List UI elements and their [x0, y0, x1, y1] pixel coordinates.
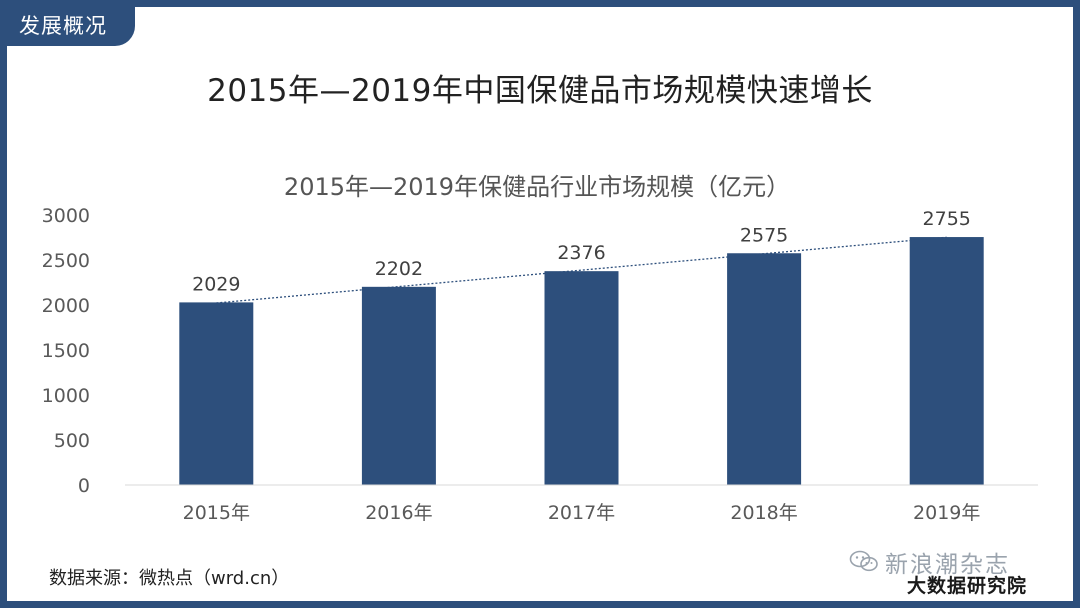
x-tick-label: 2017年: [548, 502, 615, 524]
section-tab: 发展概况: [7, 7, 135, 46]
y-axis-labels: 0 500 1000 1500 2000 2500 3000: [42, 205, 90, 497]
data-label: 2755: [923, 208, 971, 230]
watermark: 新浪潮杂志 大数据研究院: [849, 543, 1045, 597]
x-tick-label: 2015年: [183, 502, 250, 524]
chart-title: 2015年—2019年保健品行业市场规模（亿元）: [284, 173, 790, 201]
data-label: 2202: [375, 258, 423, 280]
bar: [544, 271, 619, 485]
x-axis-labels: 2015年 2016年 2017年 2018年 2019年: [183, 502, 981, 524]
y-tick-label: 2500: [42, 250, 90, 272]
data-label: 2376: [557, 242, 605, 264]
watermark-name: 新浪潮杂志: [885, 552, 1010, 578]
x-tick-label: 2016年: [365, 502, 432, 524]
data-label: 2029: [192, 273, 240, 295]
slide-frame: 发展概况 2015年—2019年中国保健品市场规模快速增长 2015年—2019…: [7, 7, 1073, 601]
bars: [179, 237, 984, 485]
bar: [361, 286, 436, 485]
x-tick-label: 2018年: [730, 502, 797, 524]
y-tick-label: 3000: [42, 205, 90, 227]
y-tick-label: 500: [54, 430, 90, 452]
page-title: 2015年—2019年中国保健品市场规模快速增长: [207, 73, 873, 109]
y-tick-label: 1000: [42, 385, 90, 407]
bar: [179, 302, 254, 485]
bar-chart: 2015年—2019年保健品行业市场规模（亿元） 0 500 1000 1500 200…: [42, 173, 1038, 524]
source-text: 数据来源：微热点（wrd.cn）: [49, 568, 290, 589]
y-tick-label: 0: [78, 475, 90, 497]
bar: [909, 237, 984, 485]
data-labels: 2029 2202 2376 2575 2755: [192, 208, 971, 295]
watermark-subtitle: 大数据研究院: [907, 575, 1028, 597]
data-label: 2575: [740, 224, 788, 246]
wechat-icon: [849, 550, 878, 572]
x-tick-label: 2019年: [913, 502, 980, 524]
y-tick-label: 2000: [42, 295, 90, 317]
y-tick-label: 1500: [42, 340, 90, 362]
bar: [727, 253, 802, 485]
